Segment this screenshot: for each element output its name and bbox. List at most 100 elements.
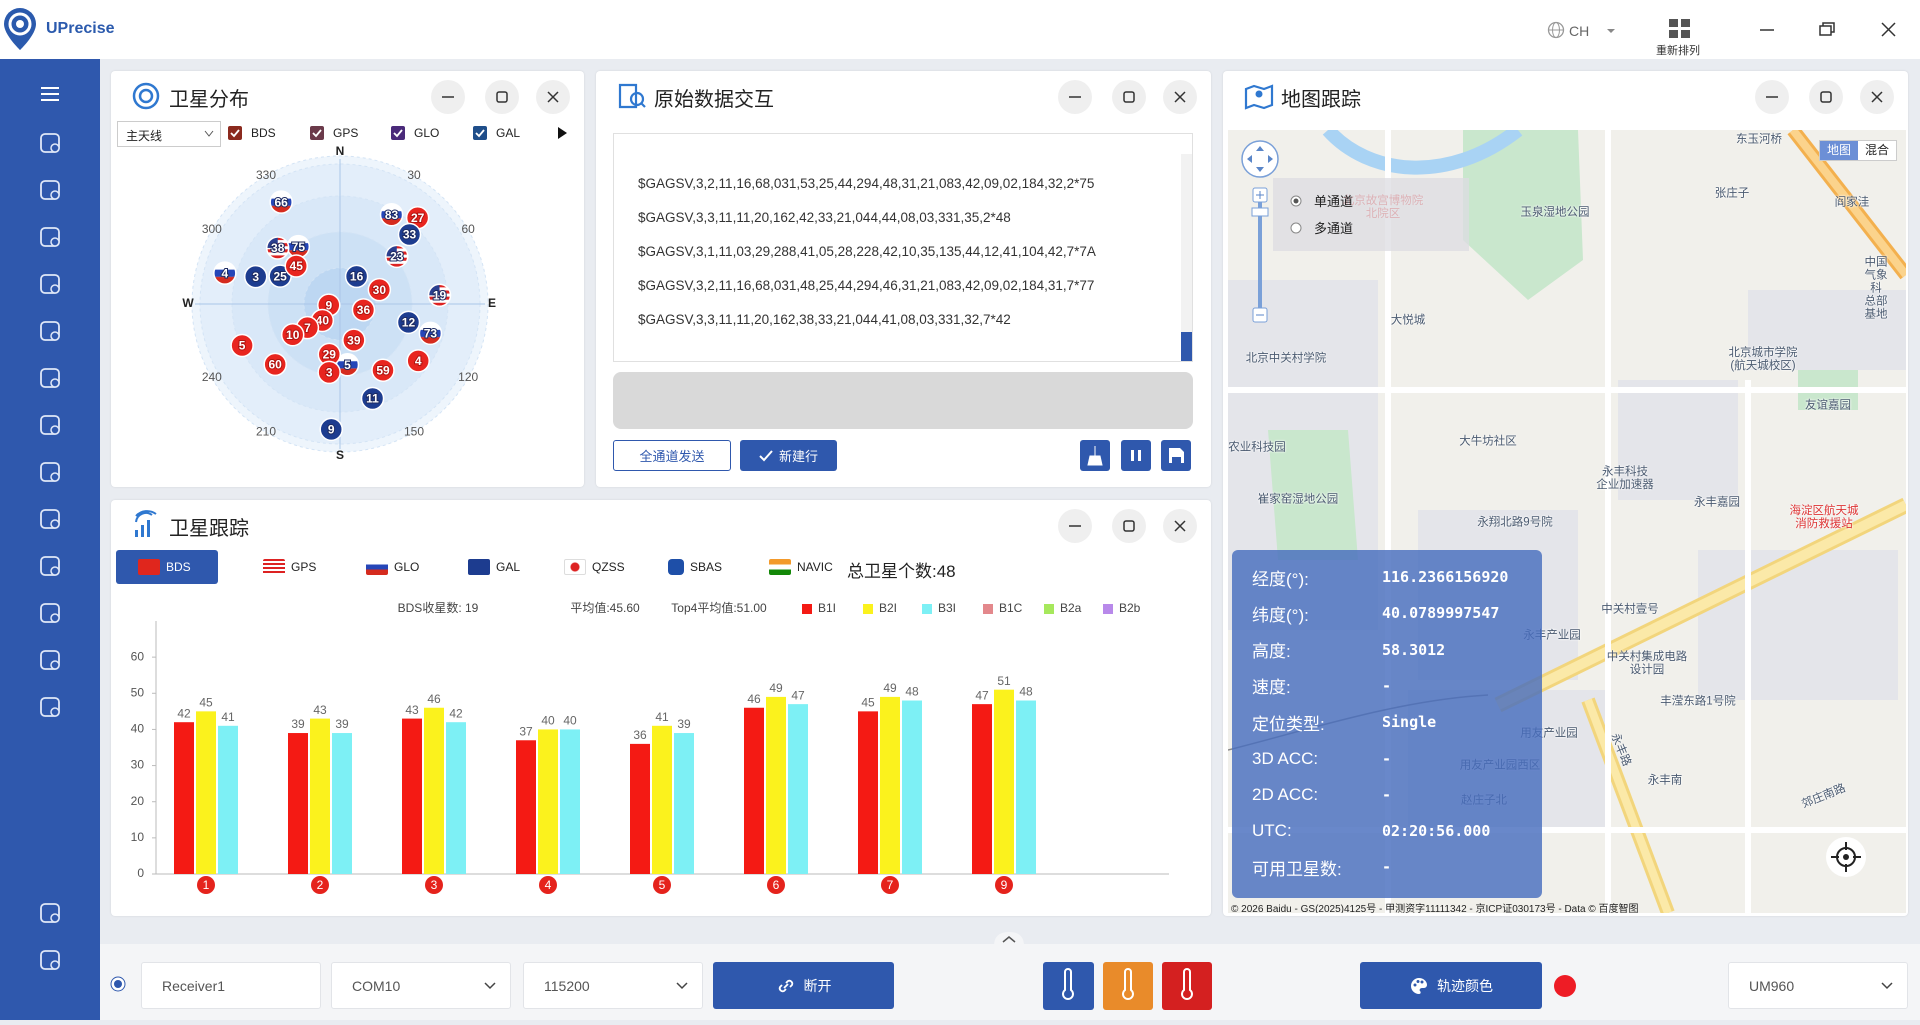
value-label: 39 <box>677 717 691 731</box>
zoom-controls[interactable] <box>1240 138 1282 328</box>
sidebar-icon[interactable] <box>40 903 60 923</box>
panel-window-button[interactable] <box>1058 509 1092 543</box>
command-input[interactable] <box>613 372 1193 429</box>
window-controls[interactable] <box>1756 18 1906 42</box>
baud: 115200 <box>544 977 590 994</box>
panel-window-button[interactable] <box>1163 80 1197 114</box>
sidebar-icon[interactable] <box>40 697 60 717</box>
panel-window-button[interactable] <box>431 80 465 114</box>
satellite-marker <box>396 310 421 335</box>
sidebar-icon[interactable] <box>40 227 60 247</box>
baud-select[interactable]: 115200 <box>523 962 703 1009</box>
sidebar-icon[interactable] <box>40 603 60 623</box>
system-tab[interactable]: GLO <box>344 550 434 584</box>
info-label: 可用卫星数: <box>1252 859 1342 879</box>
track-color-button[interactable]: 轨迹颜色 <box>1360 962 1542 1009</box>
sidebar-icon-detail <box>50 960 60 970</box>
value-label: 43 <box>405 703 419 717</box>
channel-option[interactable]: 单通道 <box>1290 191 1353 210</box>
device-select[interactable]: UM960 <box>1728 962 1908 1009</box>
port-select[interactable]: COM10 <box>331 962 511 1009</box>
system-checkbox[interactable]: GLO <box>391 126 439 140</box>
satellite-id: 38 <box>271 241 285 255</box>
system-tab[interactable]: GPS <box>241 550 331 584</box>
system-tab[interactable]: GAL <box>446 550 536 584</box>
button-icon <box>1766 96 1778 98</box>
sidebar-icon[interactable] <box>40 509 60 529</box>
satellite: 3 <box>317 360 341 385</box>
system-tab[interactable]: BDS <box>116 550 218 584</box>
satellite: 4 <box>406 349 430 373</box>
button-icon <box>1069 96 1081 98</box>
sidebar-icon[interactable] <box>40 274 60 294</box>
scrollbar[interactable] <box>1181 154 1192 361</box>
panel-window-button[interactable] <box>485 80 519 114</box>
track-color-swatch[interactable] <box>1553 974 1577 998</box>
check-icon <box>759 449 773 461</box>
system-checkbox[interactable]: GAL <box>473 126 520 140</box>
satellite-id: 66 <box>275 195 289 209</box>
panel-window-button[interactable] <box>1163 509 1197 543</box>
system-checkbox[interactable]: GPS <box>310 126 358 140</box>
sidebar-icon[interactable] <box>40 133 60 153</box>
panel-title: 原始数据交互 <box>654 89 774 111</box>
panel-window-button[interactable] <box>1860 80 1894 114</box>
system-tab[interactable]: SBAS <box>646 550 736 584</box>
panel-window-button[interactable] <box>1112 80 1146 114</box>
satellite-id: 60 <box>269 358 283 372</box>
map-type[interactable]: 地图 <box>1820 141 1858 160</box>
receiver-radio[interactable] <box>110 976 126 992</box>
panel-window-button[interactable] <box>1755 80 1789 114</box>
panel-window-button[interactable] <box>1809 80 1843 114</box>
satellite: 59 <box>371 358 395 382</box>
collapse-toggle[interactable] <box>994 932 1024 946</box>
rearrange-icon[interactable] <box>1669 19 1691 39</box>
language[interactable]: CH <box>1569 23 1590 39</box>
tool-buttons[interactable] <box>1080 440 1192 471</box>
disconnect-button[interactable]: 断开 <box>713 962 894 1009</box>
panel-window-button[interactable] <box>1112 509 1146 543</box>
sidebar-icon[interactable] <box>40 950 60 970</box>
sidebar-icon[interactable] <box>40 415 60 435</box>
x-tick-label: 5 <box>659 878 666 892</box>
system-name: BDS <box>251 126 276 140</box>
satellite-id: 4 <box>221 266 228 280</box>
info-row: 2D ACC: - <box>1252 780 1391 810</box>
sidebar-icon[interactable] <box>40 556 60 576</box>
satellite-id: 9 <box>325 298 332 312</box>
bar <box>560 729 580 874</box>
temperature-buttons[interactable] <box>1043 962 1213 1010</box>
map-panel: 地图跟踪 东玉河桥张庄子阎家洼北京故宫博物院 北院区玉泉湿地公园中国气象科 总部… <box>1223 71 1908 916</box>
scroll-thumb[interactable] <box>1181 332 1192 361</box>
button-icon <box>1174 91 1186 103</box>
sidebar-icon[interactable] <box>40 462 60 482</box>
satellite-marker <box>360 386 385 411</box>
sidebar-icon[interactable] <box>40 650 60 670</box>
system-checkbox[interactable]: BDS <box>228 126 276 140</box>
channel-option[interactable]: 多通道 <box>1290 218 1353 237</box>
receiver-name[interactable]: Receiver1 <box>141 962 321 1009</box>
satellite-marker <box>371 358 395 382</box>
rearrange[interactable]: 重新排列 <box>1656 45 1700 57</box>
legend-swatch <box>1103 604 1113 614</box>
satellite: 36 <box>351 298 376 322</box>
sidebar-icon[interactable] <box>40 321 60 341</box>
map[interactable]: 东玉河桥张庄子阎家洼北京故宫博物院 北院区玉泉湿地公园中国气象科 总部基地大悦城… <box>1228 130 1906 913</box>
sidebar-icon[interactable] <box>40 180 60 200</box>
next-arrow[interactable] <box>556 126 568 140</box>
sidebar-icon[interactable] <box>40 368 60 388</box>
skyplot-panel: 卫星分布 N E S W 30 60 120 150 210 240 300 330 66 27 83 33 7… <box>111 71 584 487</box>
panel-window-button[interactable] <box>1058 80 1092 114</box>
y-tick-label: 30 <box>131 758 145 772</box>
map-type[interactable]: 混合 <box>1864 143 1889 157</box>
antenna-select[interactable]: 主天线 <box>117 121 221 147</box>
system-tab[interactable]: QZSS <box>542 550 632 584</box>
value-label: 37 <box>519 724 533 738</box>
system-tab[interactable]: NAVIC <box>747 550 837 584</box>
new-line-button[interactable]: 新建行 <box>740 440 837 471</box>
panel-window-button[interactable] <box>536 80 570 114</box>
raw-data-output: $GAGSV,3,2,11,16,68,031,53,25,44,294,48,… <box>613 133 1193 362</box>
send-all-button[interactable]: 全通道发送 <box>613 440 731 471</box>
value-label: 39 <box>335 717 349 731</box>
locate-button[interactable] <box>1825 836 1867 878</box>
